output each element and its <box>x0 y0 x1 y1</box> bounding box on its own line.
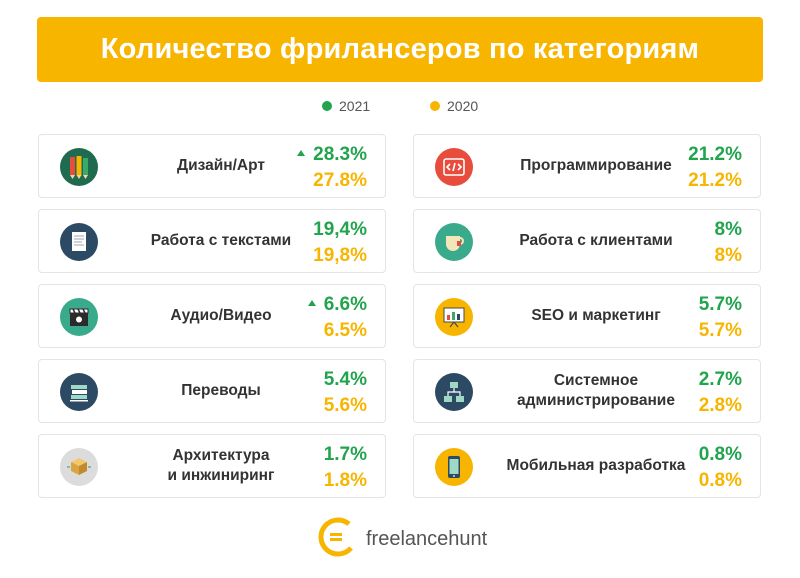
category-label: Аудио/Видео <box>170 306 272 324</box>
category-label: Дизайн/Арт <box>177 156 265 174</box>
category-label: Работа с текстами <box>150 231 292 249</box>
books-icon <box>60 373 98 411</box>
value-2021: 6.6% <box>323 294 367 315</box>
value-2021: 8% <box>714 219 742 240</box>
legend-label-2021: 2021 <box>339 98 371 114</box>
legend-label-2020: 2020 <box>447 98 479 114</box>
category-card: Системное администрирование 2.7% 2.8% <box>413 359 761 423</box>
value-2021: 1.7% <box>323 444 367 465</box>
legend-item-2021: 2021 <box>322 98 370 114</box>
category-label: Переводы <box>181 381 261 399</box>
freelancehunt-logo-icon <box>318 517 358 562</box>
value-2021: 5.4% <box>323 369 367 390</box>
value-2020: 0.8% <box>698 470 742 491</box>
increase-arrow-icon <box>297 150 306 156</box>
smartphone-icon <box>435 448 473 486</box>
value-2020: 5.6% <box>323 395 367 416</box>
category-card: Аудио/Видео 6.6% 6.5% <box>38 284 386 348</box>
category-label: Системное администрирование <box>517 371 675 409</box>
document-icon <box>60 223 98 261</box>
code-icon <box>435 148 473 186</box>
value-2020: 21.2% <box>688 170 742 191</box>
category-card: Работа с текстами 19,4% 19,8% <box>38 209 386 273</box>
category-card: SEO и маркетинг 5.7% 5.7% <box>413 284 761 348</box>
pencils-icon <box>60 148 98 186</box>
network-icon <box>435 373 473 411</box>
category-card: Работа с клиентами 8% 8% <box>413 209 761 273</box>
value-2020: 19,8% <box>313 245 367 266</box>
value-2020: 6.5% <box>323 320 367 341</box>
category-card: Дизайн/Арт 28.3% 27.8% <box>38 134 386 198</box>
value-2020: 1.8% <box>323 470 367 491</box>
value-2020: 2.8% <box>698 395 742 416</box>
value-2020: 5.7% <box>698 320 742 341</box>
value-2021: 28.3% <box>313 144 367 165</box>
increase-arrow-icon <box>307 300 316 306</box>
brand-logo: freelancehunt <box>318 517 488 562</box>
title-banner: Количество фрилансеров по категориям <box>37 17 763 82</box>
category-label: Работа с клиентами <box>519 231 673 249</box>
brand-name: freelancehunt <box>366 527 488 550</box>
value-2020: 8% <box>714 245 742 266</box>
legend-dot-2020 <box>430 101 440 111</box>
category-label: SEO и маркетинг <box>531 306 661 324</box>
chart-title: Количество фрилансеров по категориям <box>100 33 700 65</box>
category-label: Архитектура и инжиниринг <box>167 446 275 484</box>
value-2021: 2.7% <box>698 369 742 390</box>
legend: 2021 2020 <box>0 98 800 118</box>
legend-dot-2021 <box>322 101 332 111</box>
category-label: Программирование <box>520 156 672 174</box>
box-icon <box>60 448 98 486</box>
category-card: Архитектура и инжиниринг 1.7% 1.8% <box>38 434 386 498</box>
presentation-chart-icon <box>435 298 473 336</box>
value-2021: 19,4% <box>313 219 367 240</box>
category-card: Мобильная разработка 0.8% 0.8% <box>413 434 761 498</box>
value-2021: 5.7% <box>698 294 742 315</box>
category-card: Переводы 5.4% 5.6% <box>38 359 386 423</box>
category-label: Мобильная разработка <box>506 456 686 474</box>
legend-item-2020: 2020 <box>430 98 478 114</box>
category-card: Программирование 21.2% 21.2% <box>413 134 761 198</box>
tea-cup-icon <box>435 223 473 261</box>
clapperboard-icon <box>60 298 98 336</box>
value-2021: 0.8% <box>698 444 742 465</box>
value-2020: 27.8% <box>313 170 367 191</box>
value-2021: 21.2% <box>688 144 742 165</box>
